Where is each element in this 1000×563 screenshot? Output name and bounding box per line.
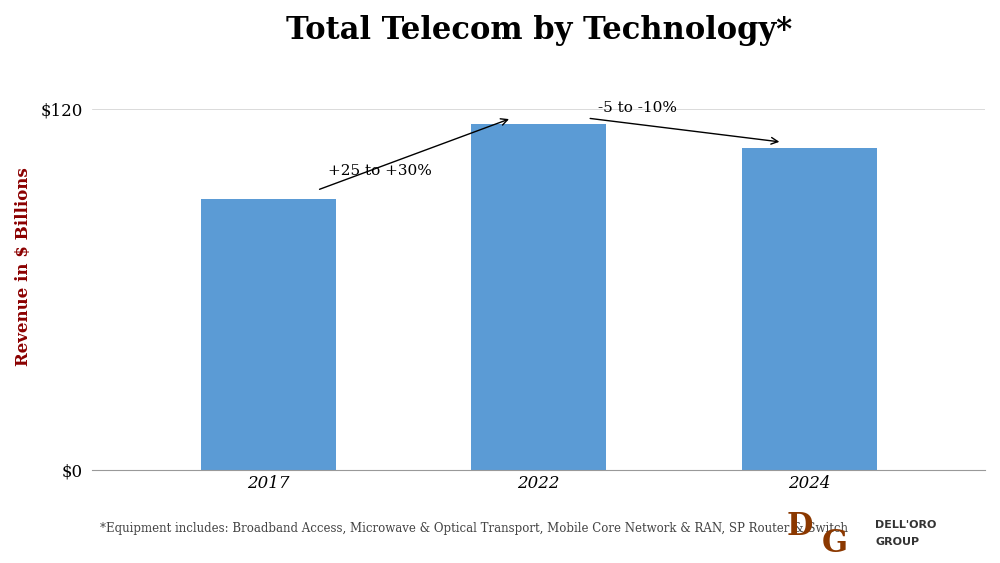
Y-axis label: Revenue in $ Billions: Revenue in $ Billions: [15, 168, 32, 367]
Bar: [201, 199, 336, 470]
Title: Total Telecom by Technology*: Total Telecom by Technology*: [286, 15, 792, 46]
Text: +25 to +30%: +25 to +30%: [328, 164, 432, 178]
Text: G: G: [822, 528, 848, 558]
Text: DELL'ORO: DELL'ORO: [875, 520, 936, 530]
Text: -5 to -10%: -5 to -10%: [598, 101, 677, 115]
Bar: [471, 124, 606, 470]
Text: GROUP: GROUP: [875, 537, 919, 547]
Text: D: D: [787, 511, 813, 542]
Text: *Equipment includes: Broadband Access, Microwave & Optical Transport, Mobile Cor: *Equipment includes: Broadband Access, M…: [100, 522, 848, 535]
Bar: [742, 148, 877, 470]
